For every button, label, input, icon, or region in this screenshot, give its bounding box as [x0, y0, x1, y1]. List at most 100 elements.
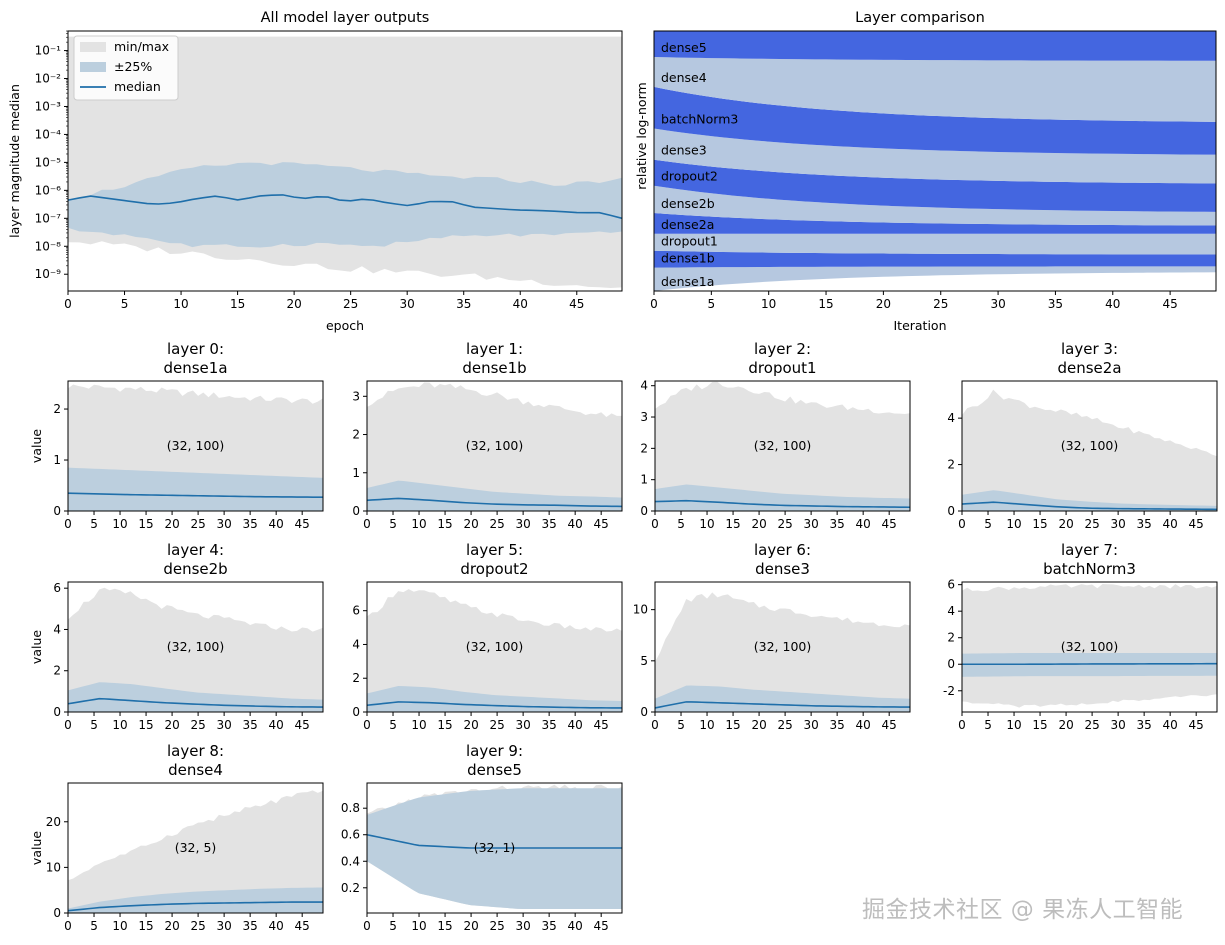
band-dropout1: [654, 233, 1216, 255]
y-tick-label: 0.6: [341, 828, 360, 842]
axes-frame: [366, 581, 623, 713]
x-tick-label: 15: [1032, 517, 1047, 531]
x-tick-label: 0: [650, 297, 658, 311]
x-tick-label: 15: [725, 718, 740, 732]
x-tick-label: 5: [677, 718, 685, 732]
band-label: dense1b: [661, 251, 715, 266]
x-tick-label: 15: [437, 517, 452, 531]
overview-panel: 0 5 10 15 20 25 30 35 40 45 10⁻⁹ 10⁻⁸ 10⁻⁷ 10⁻⁶ 10⁻⁵ 10…: [7, 10, 623, 333]
x-tick-label: 30: [990, 297, 1005, 311]
y-tick-label: 0.4: [341, 854, 360, 868]
y-tick-label: 0: [53, 906, 61, 920]
x-tick-label: 5: [984, 718, 992, 732]
x-axis-label: epoch: [326, 318, 364, 333]
shape-annotation: (32, 100): [1061, 639, 1118, 654]
x-tick-label: 20: [164, 919, 179, 933]
layer-panel-2: 0 5 10 15 20 25 30 35 40 45 0 1 2 3 4 layer 2:dropout1 (…: [640, 340, 911, 531]
x-tick-label: 45: [295, 919, 310, 933]
x-tick-label: 40: [568, 919, 583, 933]
band-label: dropout1: [661, 234, 718, 249]
y-tick-label: 10⁻³: [35, 99, 62, 113]
y-tick-label: 1: [53, 453, 61, 467]
panel-title-line2: dropout2: [460, 560, 528, 578]
shape-annotation: (32, 5): [175, 840, 217, 855]
band-dense2b: [654, 185, 1216, 226]
y-tick-label: 0: [947, 504, 955, 518]
band-label: dense2b: [661, 196, 715, 211]
x-tick-label: 5: [90, 517, 98, 531]
x-tick-label: 10: [761, 297, 776, 311]
x-tick-label: 0: [363, 718, 371, 732]
x-tick-label: 20: [1058, 718, 1073, 732]
x-tick-label: 0: [363, 919, 371, 933]
x-axis-label: Iteration: [893, 318, 946, 333]
comparison-title: Layer comparison: [855, 10, 985, 26]
x-tick-label: 40: [269, 517, 284, 531]
median-line: [654, 701, 911, 709]
y-tick-label: 0: [352, 504, 360, 518]
panel-title-line1: layer 6:: [754, 541, 811, 559]
x-tick-label: 45: [569, 297, 584, 311]
x-tick-label: 35: [830, 718, 845, 732]
x-tick-label: 5: [121, 297, 129, 311]
y-tick-label: 6: [352, 604, 360, 618]
band-label: batchNorm3: [661, 112, 738, 127]
band-batchNorm3: [654, 86, 1216, 155]
x-tick-label: 15: [818, 297, 833, 311]
y-tick-label: 2: [352, 428, 360, 442]
x-tick-label: 20: [463, 718, 478, 732]
median-line: [366, 701, 623, 709]
panel-title-line1: layer 0:: [167, 340, 224, 358]
x-tick-label: 35: [542, 718, 557, 732]
legend-swatch-minmax: [80, 42, 106, 52]
x-tick-label: 40: [1105, 297, 1120, 311]
median-line: [962, 662, 1218, 666]
x-tick-label: 20: [1058, 517, 1073, 531]
y-axis-label: value: [29, 429, 44, 463]
x-tick-label: 35: [830, 517, 845, 531]
y-axis-label: value: [29, 831, 44, 865]
x-tick-label: 0: [958, 718, 966, 732]
x-tick-label: 40: [856, 718, 871, 732]
shape-annotation: (32, 100): [754, 438, 811, 453]
x-tick-label: 10: [411, 718, 426, 732]
x-tick-label: 45: [594, 517, 609, 531]
median-line: [67, 492, 324, 499]
x-tick-label: 30: [515, 718, 530, 732]
band-dense4: [654, 57, 1216, 122]
shape-annotation: (32, 100): [754, 639, 811, 654]
x-tick-label: 45: [882, 517, 897, 531]
x-tick-label: 15: [725, 517, 740, 531]
quartile-band: [962, 490, 1217, 511]
y-tick-label: 0: [53, 705, 61, 719]
x-tick-label: 35: [1137, 517, 1152, 531]
minmax-band: [367, 589, 622, 712]
comparison-panel: dense1a dense1b dropout1 dense2a dense2b drop…: [634, 10, 1217, 333]
shape-annotation: (32, 100): [1061, 438, 1118, 453]
x-tick-label: 20: [876, 297, 891, 311]
band-label: dense5: [661, 40, 707, 55]
panel-title-line2: dense5: [467, 761, 522, 779]
x-tick-label: 0: [363, 517, 371, 531]
x-tick-label: 0: [64, 517, 72, 531]
y-tick-label: 0: [640, 705, 648, 719]
quartile-band: [68, 887, 323, 913]
legend-label: min/max: [114, 39, 169, 54]
panel-title-line1: layer 4:: [167, 541, 224, 559]
x-tick-label: 25: [190, 517, 205, 531]
y-tick-label: 10⁻⁵: [35, 155, 62, 169]
y-tick-label: 1: [640, 473, 648, 487]
x-tick-label: 30: [216, 919, 231, 933]
y-tick-label: 2: [947, 458, 955, 472]
y-tick-label: 10: [633, 603, 648, 617]
band-dense3: [654, 128, 1216, 184]
x-tick-label: 25: [933, 297, 948, 311]
x-tick-label: 25: [777, 718, 792, 732]
x-tick-label: 35: [456, 297, 471, 311]
band-dropout2: [654, 159, 1216, 212]
x-tick-label: 5: [389, 718, 397, 732]
x-tick-label: 0: [958, 517, 966, 531]
band-label: dense3: [661, 143, 707, 158]
panel-title-line1: layer 7:: [1061, 541, 1118, 559]
median-line: [961, 501, 1218, 511]
